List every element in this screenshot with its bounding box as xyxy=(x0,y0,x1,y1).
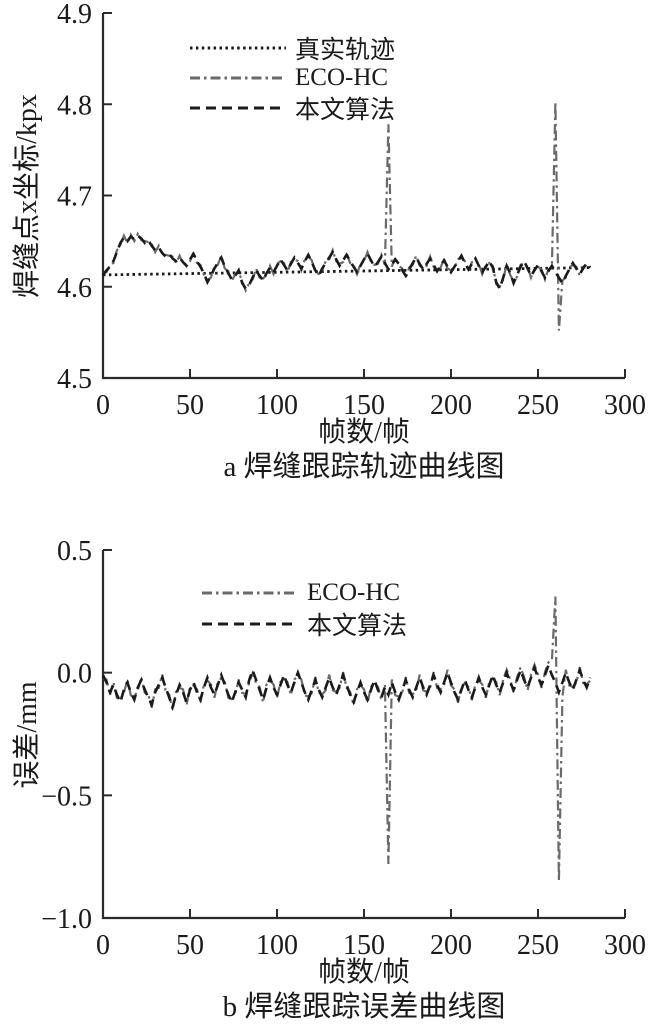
legend-item-proposed-error: 本文算法 xyxy=(200,608,408,640)
series-line-dashdot xyxy=(102,101,591,331)
legend-error: ECO-HC 本文算法 xyxy=(200,577,408,640)
error-plot: 0 50 100 150 200 250 300 −1.0 −0.5 0.0 0.5 xyxy=(41,536,646,961)
series-line-dashed xyxy=(101,661,592,712)
series-line-dashed xyxy=(101,233,592,292)
x-tick-label: 100 xyxy=(256,930,298,961)
x-axis-label-trajectory: 帧数/帧 xyxy=(318,417,410,448)
dashed-line-icon xyxy=(190,106,286,110)
x-axis-label-error: 帧数/帧 xyxy=(318,957,410,988)
x-tick-label: 150 xyxy=(343,930,385,961)
y-tick-label: −1.0 xyxy=(41,904,92,935)
y-tick-label: 4.8 xyxy=(57,90,92,121)
x-tick-label: 100 xyxy=(256,390,298,421)
y-tick-label: 0.5 xyxy=(57,536,92,567)
legend-label-true-trajectory: 真实轨迹 xyxy=(295,37,396,64)
y-tick-label: 4.5 xyxy=(57,364,92,395)
x-tick-label: 300 xyxy=(604,930,646,961)
legend-label-proposed: 本文算法 xyxy=(295,97,396,124)
legend-item-true-trajectory: 真实轨迹 xyxy=(188,33,396,64)
x-tick-label: 300 xyxy=(604,390,646,421)
legend-label-eco-hc-error: ECO-HC xyxy=(307,578,401,606)
y-axis-label-trajectory: 焊缝点x坐标/kpx xyxy=(12,94,43,298)
x-tick-label: 150 xyxy=(343,390,385,421)
caption-trajectory: a 焊缝跟踪轨迹曲线图 xyxy=(223,451,505,483)
dashdot-line-icon xyxy=(202,591,298,594)
legend-item-proposed: 本文算法 xyxy=(188,93,396,124)
legend-label-eco-hc: ECO-HC xyxy=(295,64,389,91)
dashdot-line-icon xyxy=(190,76,286,80)
x-tick-label: 250 xyxy=(517,390,559,421)
y-tick-label: 4.9 xyxy=(57,0,92,30)
y-tick-label: −0.5 xyxy=(41,781,92,812)
legend-trajectory: 真实轨迹 ECO-HC 本文算法 xyxy=(188,33,396,124)
y-tick-label: 4.6 xyxy=(57,273,92,304)
legend-label-proposed-error: 本文算法 xyxy=(307,612,408,640)
x-tick-label: 200 xyxy=(430,390,472,421)
x-tick-label: 50 xyxy=(176,390,204,421)
y-tick-label: 0.0 xyxy=(57,659,92,690)
caption-error: b 焊缝跟踪误差曲线图 xyxy=(222,991,506,1023)
x-tick-label: 0 xyxy=(96,930,110,961)
x-tick-label: 50 xyxy=(176,930,204,961)
y-axis-label-error: 误差/mm xyxy=(12,681,43,789)
x-tick-label: 200 xyxy=(430,930,472,961)
x-tick-label: 0 xyxy=(96,390,110,421)
trajectory-plot: 0 50 100 150 200 250 300 4.5 4.6 4.7 4.8 4.9 xyxy=(57,0,646,421)
dotted-line-icon xyxy=(190,46,286,50)
x-tick-label: 250 xyxy=(517,930,559,961)
legend-item-eco-hc-error: ECO-HC xyxy=(200,577,407,608)
legend-item-eco-hc: ECO-HC xyxy=(188,63,395,93)
series-line-dotted xyxy=(102,266,591,277)
dashed-line-icon xyxy=(202,622,298,625)
y-tick-label: 4.7 xyxy=(57,182,92,213)
